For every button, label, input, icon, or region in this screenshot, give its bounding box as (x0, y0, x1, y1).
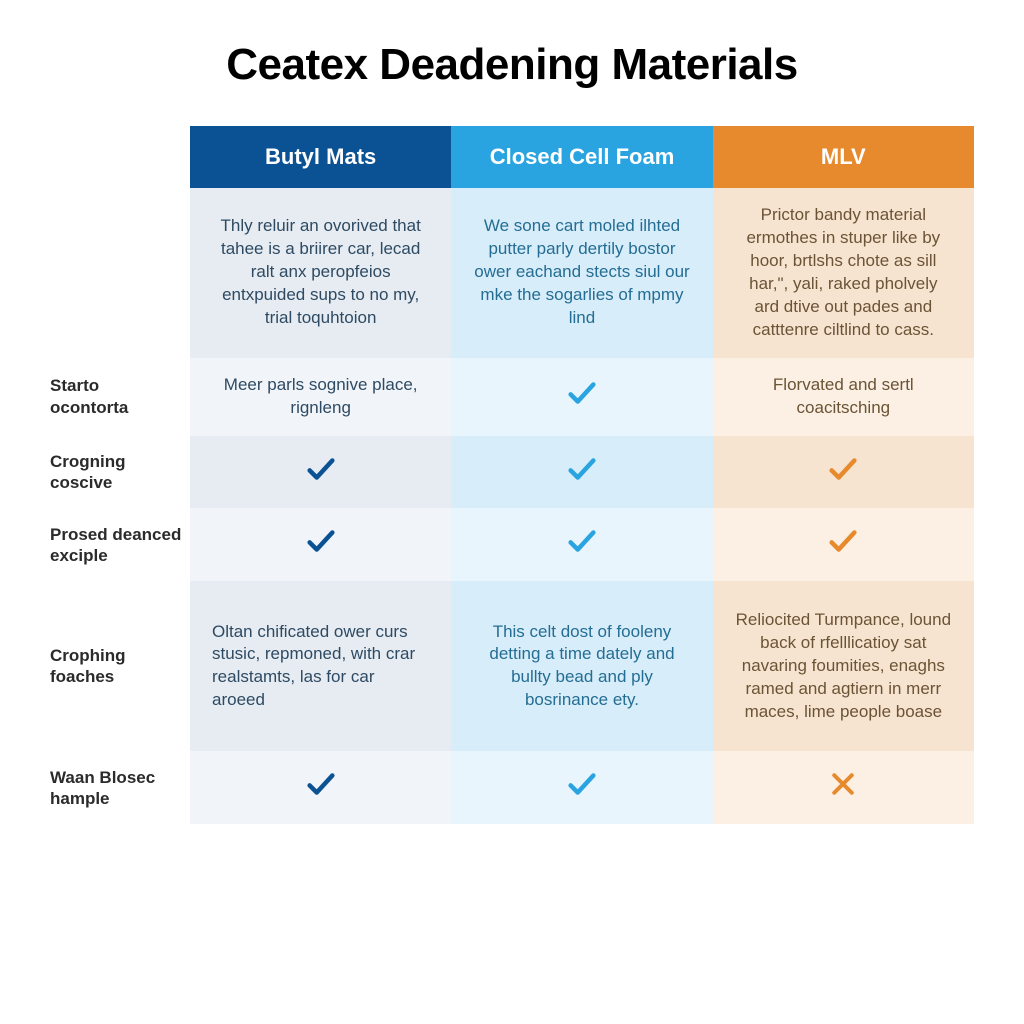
cell-r1c2 (451, 358, 712, 436)
cell-r4c2: This celt dost of fooleny detting a time… (451, 581, 712, 751)
col-header-1: Butyl Mats (190, 126, 451, 188)
check-icon (565, 376, 599, 417)
col-header-2: Closed Cell Foam (451, 126, 712, 188)
table-header-row: Butyl Mats Closed Cell Foam MLV (50, 126, 974, 188)
cross-icon (828, 769, 858, 806)
check-icon (565, 452, 599, 493)
check-icon (826, 452, 860, 493)
col-header-3: MLV (713, 126, 974, 188)
check-icon (304, 452, 338, 493)
row-label-0 (50, 188, 190, 358)
check-icon (304, 767, 338, 808)
cell-r3c2 (451, 508, 712, 581)
cell-r5c2 (451, 751, 712, 824)
cell-r0c2: We sone cart moled ilhted putter parly d… (451, 188, 712, 358)
page-title: Ceatex Deadening Materials (50, 40, 974, 90)
cell-r5c3 (713, 751, 974, 824)
cell-r0c1: Thly reluir an ovorived that tahee is a … (190, 188, 451, 358)
table-row: Prosed deanced exciple (50, 508, 974, 581)
check-icon (304, 524, 338, 565)
row-label-3: Prosed deanced exciple (50, 508, 190, 581)
cell-r1c1: Meer parls sognive place, rignleng (190, 358, 451, 436)
row-label-2: Crogning coscive (50, 436, 190, 509)
table-row: Starto ocontorta Meer parls sognive plac… (50, 358, 974, 436)
comparison-table: Butyl Mats Closed Cell Foam MLV Thly rel… (50, 126, 974, 824)
cell-r1c3: Florvated and sertl coacitsching (713, 358, 974, 436)
check-icon (565, 767, 599, 808)
check-icon (565, 524, 599, 565)
cell-r4c3: Reliocited Turmpance, lound back of rfel… (713, 581, 974, 751)
row-label-1: Starto ocontorta (50, 358, 190, 436)
header-empty (50, 126, 190, 188)
cell-r4c1: Oltan chificated ower curs stusic, repmo… (190, 581, 451, 751)
table-row: Crogning coscive (50, 436, 974, 509)
row-label-5: Waan Blosec hample (50, 751, 190, 824)
cell-r3c1 (190, 508, 451, 581)
table-row: Crophing foaches Oltan chificated ower c… (50, 581, 974, 751)
row-label-4: Crophing foaches (50, 581, 190, 751)
cell-r5c1 (190, 751, 451, 824)
cell-r2c2 (451, 436, 712, 509)
cell-r3c3 (713, 508, 974, 581)
table-row: Thly reluir an ovorived that tahee is a … (50, 188, 974, 358)
cell-r2c1 (190, 436, 451, 509)
table-row: Waan Blosec hample (50, 751, 974, 824)
check-icon (826, 524, 860, 565)
cell-r0c3: Prictor bandy material ermothes in stupe… (713, 188, 974, 358)
cell-r2c3 (713, 436, 974, 509)
